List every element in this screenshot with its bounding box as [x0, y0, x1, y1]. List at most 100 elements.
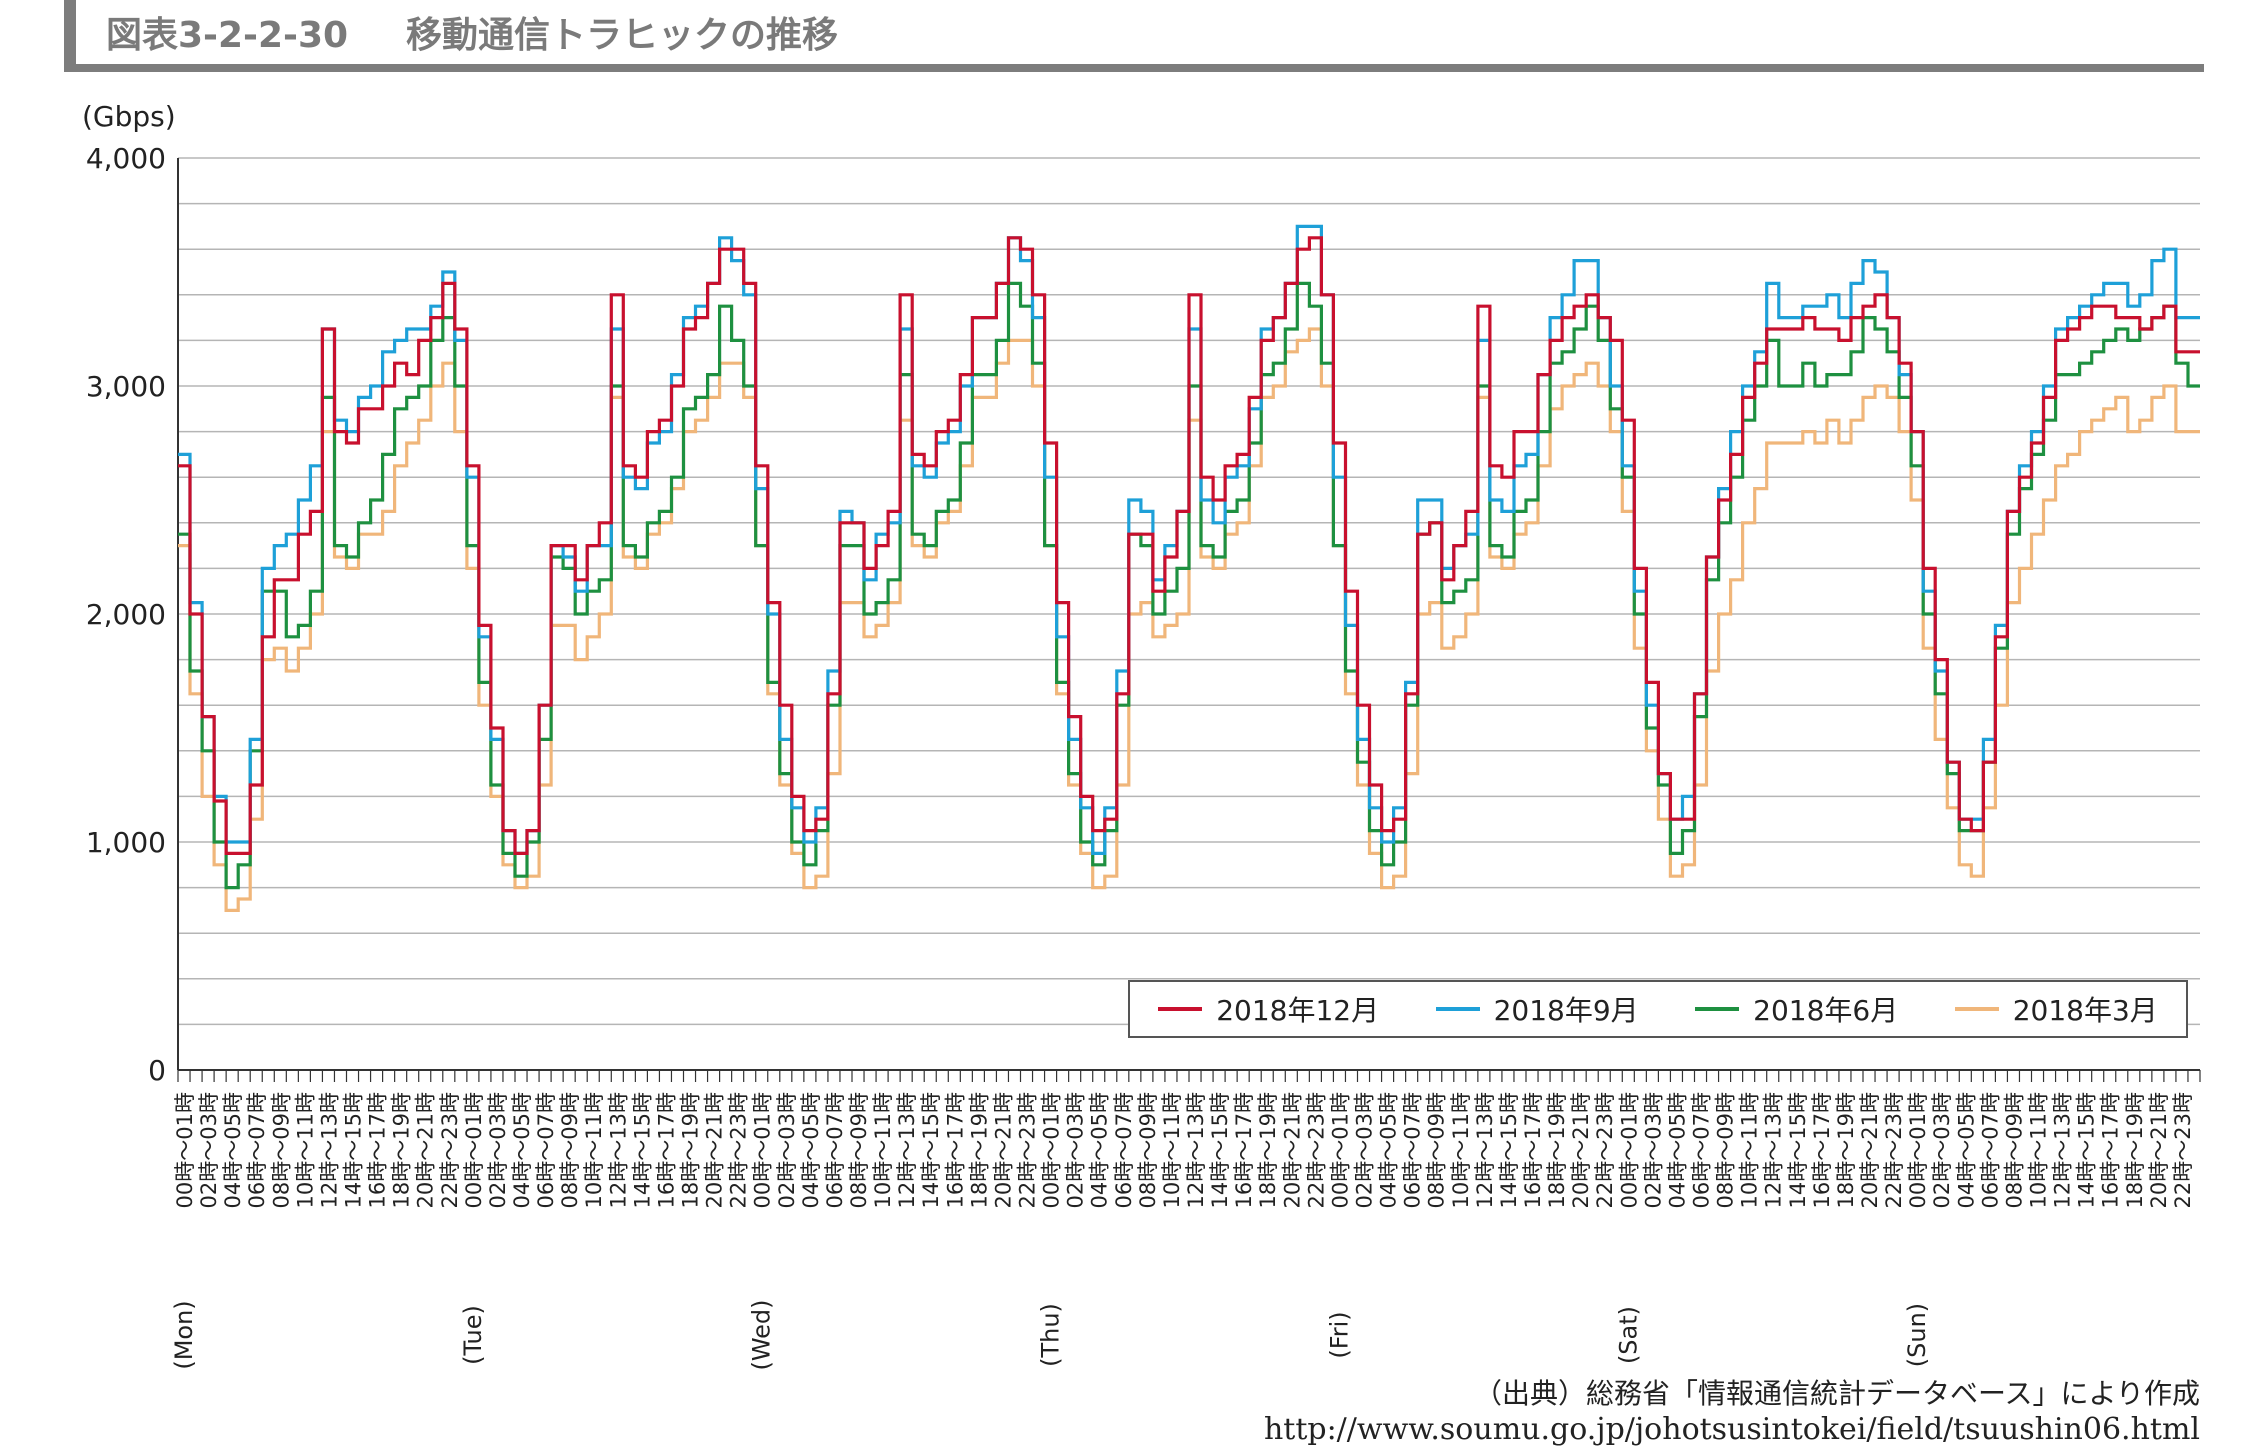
x-hour-label: 12時〜13時 — [895, 1092, 919, 1208]
x-hour-label: 08時〜09時 — [1714, 1092, 1738, 1208]
x-hour-label: 20時〜21時 — [703, 1092, 727, 1208]
x-day-label: (Fri) — [1325, 1311, 1353, 1358]
x-hour-label: 18時〜19時 — [1256, 1092, 1280, 1208]
x-day-label: (Mon) — [170, 1300, 198, 1369]
x-hour-label: 04時〜05時 — [1954, 1092, 1978, 1208]
legend-swatch-dec — [1158, 1007, 1203, 1011]
x-hour-label: 16時〜17時 — [2099, 1092, 2123, 1208]
x-hour-label: 14時〜15時 — [919, 1092, 943, 1208]
x-hour-label: 16時〜17時 — [1521, 1092, 1545, 1208]
legend-item-mar: 2018年3月 — [1954, 989, 2158, 1029]
x-hour-label: 12時〜13時 — [1762, 1092, 1786, 1208]
x-hour-label: 14時〜15時 — [1208, 1092, 1232, 1208]
x-hour-label: 08時〜09時 — [269, 1092, 293, 1208]
x-hour-label: 20時〜21時 — [991, 1092, 1015, 1208]
x-hour-label: 16時〜17時 — [654, 1092, 678, 1208]
x-hour-label: 18時〜19時 — [1545, 1092, 1569, 1208]
x-hour-label: 12時〜13時 — [1184, 1092, 1208, 1208]
figure-title: 移動通信トラヒックの推移 — [406, 15, 839, 56]
x-hour-label: 00時〜01時 — [1328, 1092, 1352, 1208]
x-hour-label: 16時〜17時 — [366, 1092, 390, 1208]
x-hour-label: 02時〜03時 — [1930, 1092, 1954, 1208]
legend-swatch-jun — [1695, 1007, 1740, 1011]
x-hour-label: 22時〜23時 — [2171, 1092, 2195, 1208]
y-tick-label: 1,000 — [86, 826, 166, 859]
x-hour-label: 04時〜05時 — [510, 1092, 534, 1208]
x-hour-label: 02時〜03時 — [197, 1092, 221, 1208]
x-hour-label: 02時〜03時 — [1353, 1092, 1377, 1208]
x-hour-label: 10時〜11時 — [582, 1092, 606, 1208]
x-hour-label: 02時〜03時 — [775, 1092, 799, 1208]
x-hour-label: 08時〜09時 — [1425, 1092, 1449, 1208]
x-hour-label: 20時〜21時 — [414, 1092, 438, 1208]
y-tick-label: 2,000 — [86, 598, 166, 631]
x-hour-label: 08時〜09時 — [2002, 1092, 2026, 1208]
x-hour-label: 00時〜01時 — [1040, 1092, 1064, 1208]
y-tick-label: 3,000 — [86, 370, 166, 403]
x-hour-label: 04時〜05時 — [1665, 1092, 1689, 1208]
x-hour-label: 12時〜13時 — [1473, 1092, 1497, 1208]
x-hour-label: 16時〜17時 — [1810, 1092, 1834, 1208]
x-hour-label: 20時〜21時 — [2147, 1092, 2171, 1208]
x-hour-label: 12時〜13時 — [317, 1092, 341, 1208]
legend-item-jun: 2018年6月 — [1695, 989, 1898, 1029]
chart-legend: 2018年12月 2018年9月 2018年6月 2018年3月 — [1128, 980, 2188, 1038]
x-hour-label: 22時〜23時 — [1593, 1092, 1617, 1208]
legend-label-dec: 2018年12月 — [1216, 994, 1380, 1027]
x-hour-label: 14時〜15時 — [630, 1092, 654, 1208]
x-hour-label: 18時〜19時 — [1834, 1092, 1858, 1208]
figure-number: 図表3-2-2-30 — [106, 15, 349, 56]
x-hour-label: 16時〜17時 — [943, 1092, 967, 1208]
x-day-label: (Sun) — [1903, 1303, 1931, 1367]
x-hour-label: 18時〜19時 — [2123, 1092, 2147, 1208]
x-hour-label: 06時〜07時 — [1690, 1092, 1714, 1208]
x-hour-label: 00時〜01時 — [1617, 1092, 1641, 1208]
x-hour-label: 12時〜13時 — [606, 1092, 630, 1208]
x-hour-label: 06時〜07時 — [245, 1092, 269, 1208]
figure-header: 図表3-2-2-30 移動通信トラヒックの推移 — [64, 0, 2204, 72]
x-hour-label: 22時〜23時 — [1304, 1092, 1328, 1208]
x-hour-label: 00時〜01時 — [1906, 1092, 1930, 1208]
x-hour-label: 10時〜11時 — [1449, 1092, 1473, 1208]
x-hour-label: 22時〜23時 — [1882, 1092, 1906, 1208]
x-hour-label: 18時〜19時 — [967, 1092, 991, 1208]
x-hour-label: 20時〜21時 — [1569, 1092, 1593, 1208]
x-hour-label: 08時〜09時 — [847, 1092, 871, 1208]
x-hour-label: 22時〜23時 — [727, 1092, 751, 1208]
x-hour-label: 14時〜15時 — [1497, 1092, 1521, 1208]
x-hour-label: 06時〜07時 — [823, 1092, 847, 1208]
series-line-dec — [178, 236, 2200, 855]
x-hour-label: 06時〜07時 — [1112, 1092, 1136, 1208]
x-hour-label: 04時〜05時 — [799, 1092, 823, 1208]
x-hour-label: 10時〜11時 — [293, 1092, 317, 1208]
legend-swatch-sep — [1435, 1007, 1480, 1011]
x-hour-label: 04時〜05時 — [221, 1092, 245, 1208]
x-hour-label: 08時〜09時 — [1136, 1092, 1160, 1208]
legend-label-sep: 2018年9月 — [1493, 994, 1639, 1027]
x-hour-label: 02時〜03時 — [1064, 1092, 1088, 1208]
x-day-label: (Wed) — [748, 1299, 776, 1370]
x-day-label: (Tue) — [459, 1305, 487, 1365]
x-hour-label: 02時〜03時 — [486, 1092, 510, 1208]
legend-label-jun: 2018年6月 — [1753, 994, 1899, 1027]
source-url[interactable]: http://www.soumu.go.jp/johotsusintokei/f… — [1263, 1412, 2200, 1447]
series-line-jun — [178, 281, 2200, 890]
legend-swatch-mar — [1954, 1007, 1999, 1011]
legend-item-sep: 2018年9月 — [1435, 989, 1639, 1029]
x-hour-label: 04時〜05時 — [1088, 1092, 1112, 1208]
x-hour-label: 06時〜07時 — [1401, 1092, 1425, 1208]
x-hour-label: 22時〜23時 — [438, 1092, 462, 1208]
x-day-label: (Thu) — [1037, 1303, 1065, 1367]
x-hour-label: 14時〜15時 — [1786, 1092, 1810, 1208]
x-hour-label: 10時〜11時 — [2027, 1092, 2051, 1208]
x-hour-label: 18時〜19時 — [390, 1092, 414, 1208]
x-hour-label: 20時〜21時 — [1280, 1092, 1304, 1208]
x-hour-label: 10時〜11時 — [871, 1092, 895, 1208]
legend-label-mar: 2018年3月 — [2012, 994, 2158, 1027]
x-hour-label: 14時〜15時 — [342, 1092, 366, 1208]
x-hour-label: 14時〜15時 — [2075, 1092, 2099, 1208]
x-hour-label: 00時〜01時 — [173, 1092, 197, 1208]
x-hour-label: 10時〜11時 — [1738, 1092, 1762, 1208]
x-hour-label: 04時〜05時 — [1377, 1092, 1401, 1208]
